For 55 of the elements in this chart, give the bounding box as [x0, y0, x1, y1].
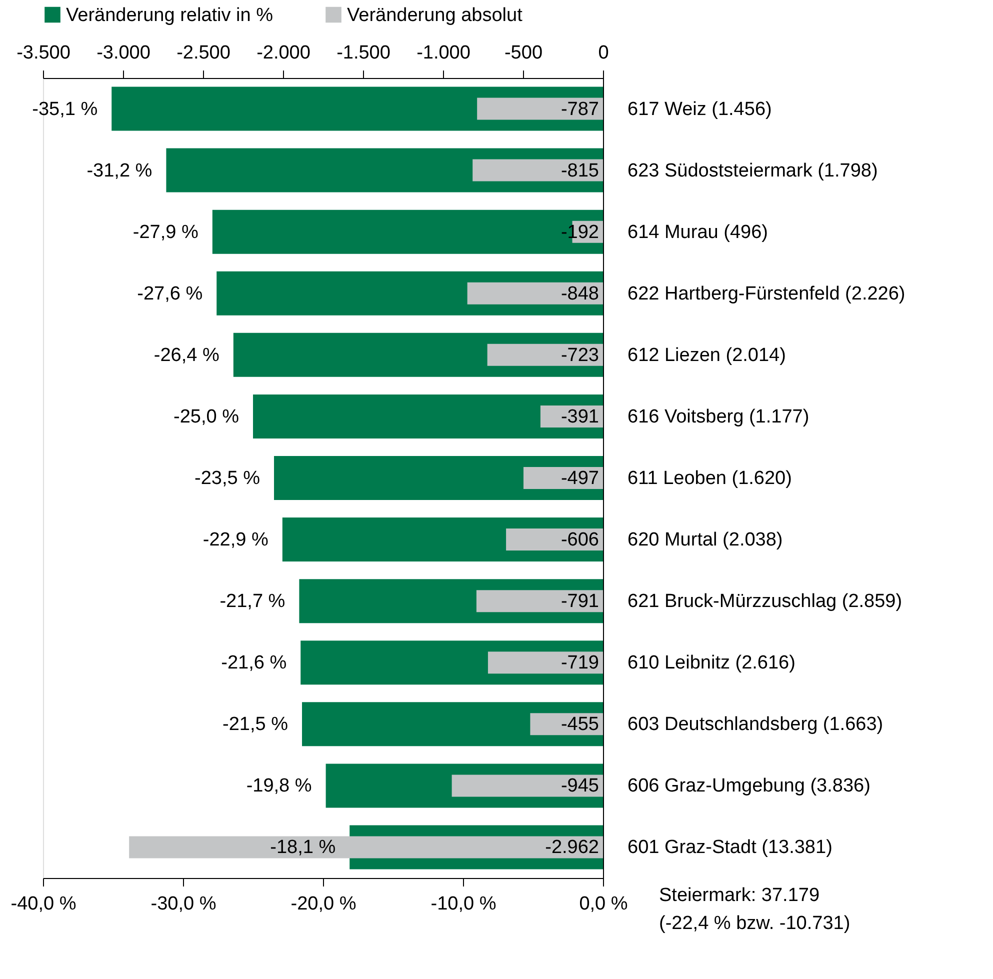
- data-label: -455: [560, 714, 599, 736]
- x2-tick-label: -2.500: [176, 42, 230, 64]
- legend-label: Veränderung relativ in %: [66, 4, 274, 26]
- x-tick-label: -20,0 %: [290, 894, 356, 914]
- y-tick-label: 612 Liezen (2.014): [628, 344, 786, 366]
- data-label: -23,5 %: [194, 468, 260, 489]
- text: (-22,4 % bzw. -10.731): [659, 913, 850, 934]
- x2-tick-label: -2.000: [256, 42, 310, 64]
- data-label: -21,5 %: [222, 714, 288, 736]
- data-label: -787: [560, 98, 599, 120]
- y-tick-label: 622 Hartberg-Fürstenfeld (2.226): [628, 283, 906, 304]
- data-label: -723: [560, 344, 599, 366]
- data-label: -21,7 %: [220, 591, 286, 612]
- y-tick-label: 623 Südoststeiermark (1.798): [628, 160, 878, 182]
- data-label: -391: [560, 406, 599, 428]
- data-label: -27,6 %: [137, 283, 203, 304]
- text: Steiermark: 37.179: [659, 885, 820, 906]
- x2-tick-label: 0: [598, 42, 609, 64]
- y-tick-label: 611 Leoben (1.620): [628, 468, 792, 489]
- data-label: -18,1 %: [270, 837, 336, 858]
- x2-tick-label: -1.000: [416, 42, 470, 64]
- data-label: -21,6 %: [221, 652, 287, 674]
- y-tick-label: 614 Murau (496): [628, 222, 768, 243]
- data-label: -815: [560, 160, 599, 182]
- y-tick-label: 601 Graz-Stadt (13.381): [628, 837, 832, 858]
- data-label: -19,8 %: [246, 776, 312, 797]
- data-label: -2.962: [545, 837, 599, 858]
- x2-tick-label: -500: [504, 42, 543, 64]
- x-tick-label: -10,0 %: [430, 894, 496, 914]
- data-label: -791: [560, 591, 599, 612]
- data-label: -606: [560, 530, 599, 551]
- y-tick-label: 603 Deutschlandsberg (1.663): [628, 714, 884, 736]
- x2-tick-label: -1.500: [336, 42, 390, 64]
- x-tick-label: -30,0 %: [150, 894, 216, 914]
- data-label: -22,9 %: [202, 530, 268, 551]
- y-tick-label: 620 Murtal (2.038): [628, 530, 783, 551]
- data-label: -35,1 %: [32, 98, 98, 120]
- data-label: -497: [560, 468, 599, 489]
- x-tick-label: -40,0 %: [10, 894, 76, 914]
- legend-label: Veränderung absolut: [347, 4, 524, 26]
- y-tick-label: 610 Leibnitz (2.616): [628, 652, 796, 674]
- x2-tick-label: -3.500: [16, 42, 70, 64]
- data-label: -31,2 %: [86, 160, 152, 182]
- data-label: -26,4 %: [154, 344, 220, 366]
- y-tick-label: 616 Voitsberg (1.177): [628, 406, 810, 428]
- y-tick-label: 621 Bruck-Mürzzuschlag (2.859): [628, 591, 902, 612]
- data-label: -945: [560, 776, 599, 797]
- y-tick-label: 606 Graz-Umgebung (3.836): [628, 776, 870, 797]
- data-label: -719: [560, 652, 599, 674]
- data-label: -27,9 %: [132, 222, 198, 243]
- x-tick-label: 0,0 %: [579, 894, 628, 914]
- x2-tick-label: -3.000: [96, 42, 150, 64]
- data-label: -25,0 %: [174, 406, 240, 428]
- data-label: -848: [560, 283, 599, 304]
- y-tick-label: 617 Weiz (1.456): [628, 98, 772, 120]
